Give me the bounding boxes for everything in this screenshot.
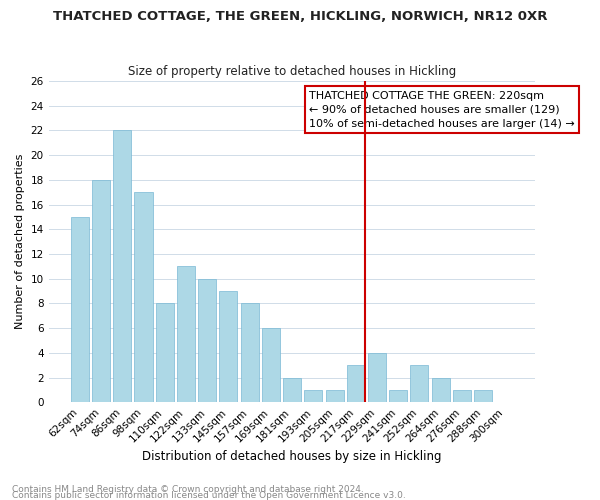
Bar [177,266,195,402]
Bar [262,328,280,402]
Bar [474,390,492,402]
Bar [92,180,110,402]
Bar [241,304,259,402]
Text: THATCHED COTTAGE THE GREEN: 220sqm
← 90% of detached houses are smaller (129)
10: THATCHED COTTAGE THE GREEN: 220sqm ← 90%… [309,90,575,128]
Bar [368,353,386,402]
Bar [347,365,365,402]
Bar [71,217,89,402]
Text: Contains HM Land Registry data © Crown copyright and database right 2024.: Contains HM Land Registry data © Crown c… [12,484,364,494]
Bar [134,192,152,402]
Y-axis label: Number of detached properties: Number of detached properties [15,154,25,330]
X-axis label: Distribution of detached houses by size in Hickling: Distribution of detached houses by size … [142,450,442,462]
Bar [113,130,131,402]
Bar [283,378,301,402]
Text: THATCHED COTTAGE, THE GREEN, HICKLING, NORWICH, NR12 0XR: THATCHED COTTAGE, THE GREEN, HICKLING, N… [53,10,547,23]
Bar [431,378,449,402]
Bar [155,304,174,402]
Bar [326,390,344,402]
Text: Contains public sector information licensed under the Open Government Licence v3: Contains public sector information licen… [12,490,406,500]
Bar [304,390,322,402]
Bar [198,278,216,402]
Title: Size of property relative to detached houses in Hickling: Size of property relative to detached ho… [128,66,456,78]
Bar [453,390,471,402]
Bar [389,390,407,402]
Bar [410,365,428,402]
Bar [220,291,238,402]
